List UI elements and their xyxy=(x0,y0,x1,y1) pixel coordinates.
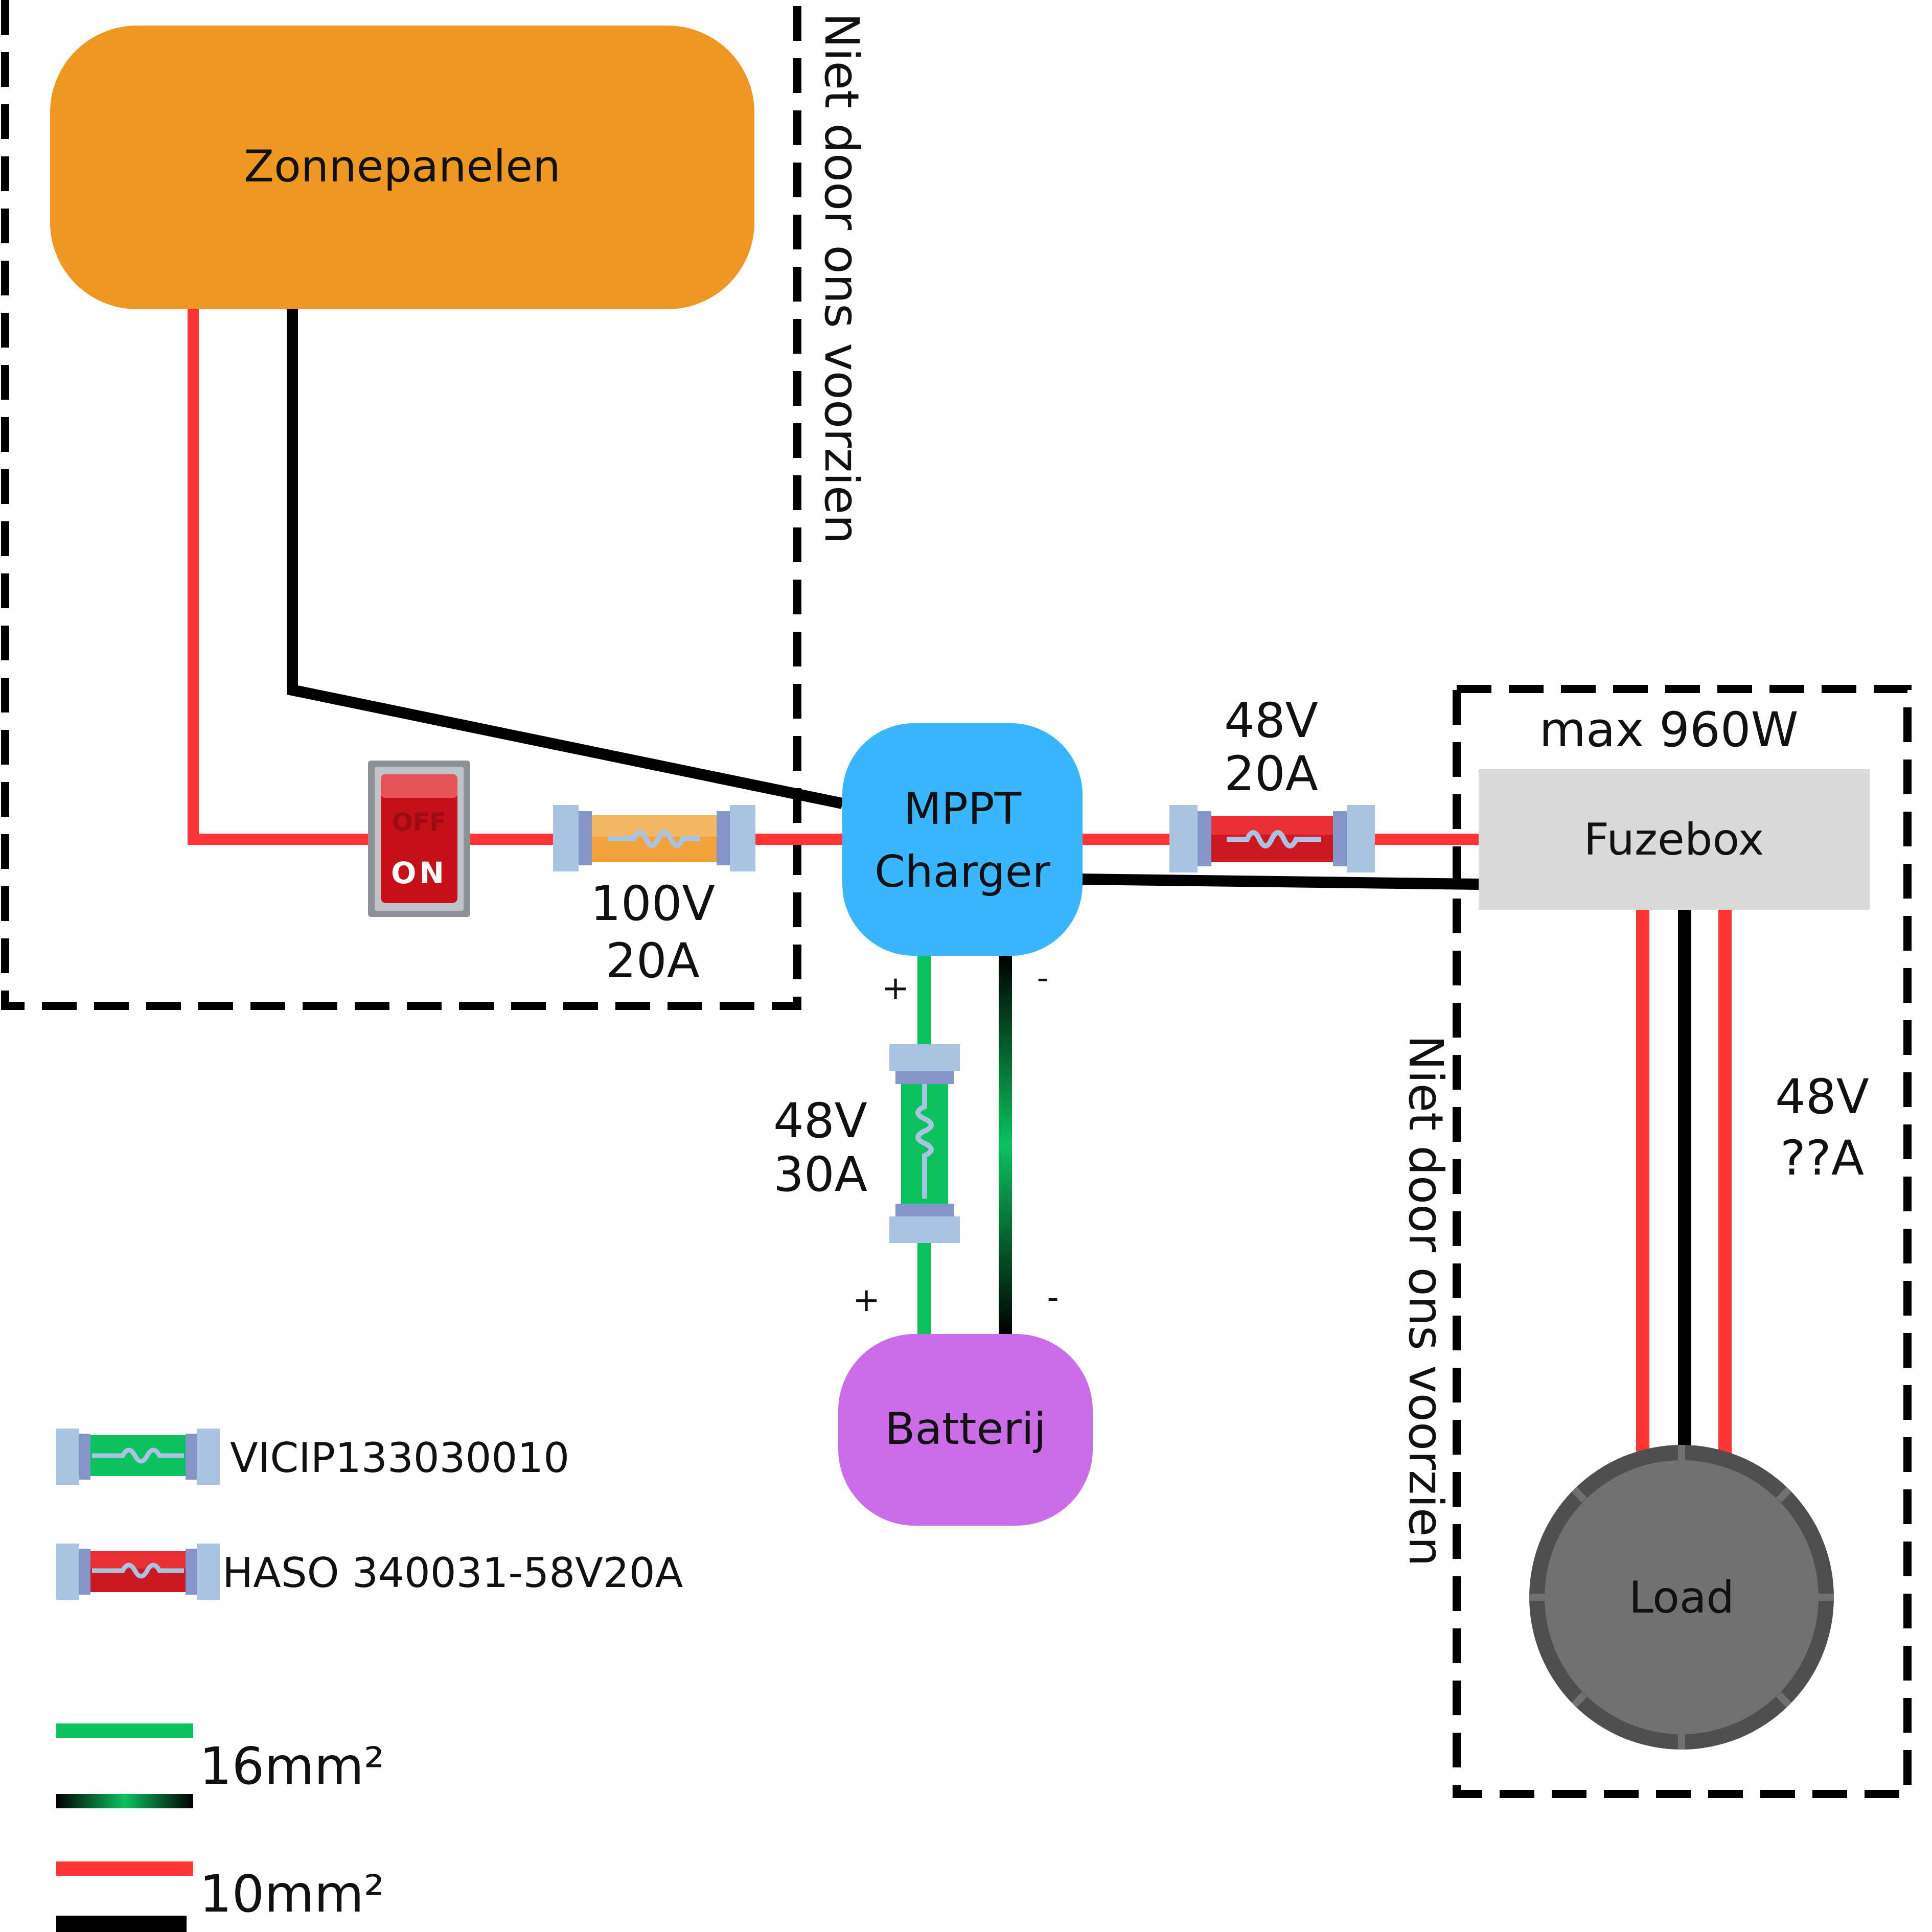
battery-fuse-current: 30A xyxy=(773,1147,867,1203)
mppt-negative-to-fuzebox-wire xyxy=(1078,873,1480,890)
battery-label: Batterij xyxy=(885,1404,1046,1455)
legend: VICIP133030010 HASO 340031-58V20A 16mm² … xyxy=(56,1429,683,1932)
legend-10mm-label: 10mm² xyxy=(199,1864,384,1924)
battery-plus-terminal: + xyxy=(853,1281,880,1319)
legend-green-fuse-label: VICIP133030010 xyxy=(230,1434,569,1482)
right-zone-border xyxy=(1453,685,1912,1798)
solar-fuse-current: 20A xyxy=(606,933,700,989)
right-zone-note: Niet door ons voorzien xyxy=(1398,1035,1453,1567)
mppt-plus-terminal: + xyxy=(882,970,909,1007)
left-zone-border xyxy=(1,0,801,1010)
legend-red-fuse-icon xyxy=(56,1544,220,1600)
solar-fuse-voltage: 100V xyxy=(590,876,715,932)
load-voltage: 48V xyxy=(1775,1069,1869,1125)
battery-fuse xyxy=(889,1044,960,1243)
fuzebox-fuse-current: 20A xyxy=(1224,746,1318,802)
legend-16mm-label: 16mm² xyxy=(199,1736,384,1796)
legend-10mm-negative-swatch xyxy=(56,1916,187,1932)
battery-fuse-voltage: 48V xyxy=(773,1093,867,1149)
off-on-switch: OFF ON xyxy=(368,761,470,917)
solar-panels-label: Zonnepanelen xyxy=(244,141,560,192)
legend-16mm-negative-swatch xyxy=(56,1794,193,1808)
switch-off-label: OFF xyxy=(392,808,446,837)
left-zone-note: Niet door ons voorzien xyxy=(814,13,869,544)
battery-minus-terminal: - xyxy=(1047,1279,1059,1317)
load-current: ??A xyxy=(1780,1131,1864,1186)
legend-16mm-positive-swatch xyxy=(56,1723,193,1738)
solar-panels: Zonnepanelen xyxy=(50,26,754,309)
legend-red-fuse-label: HASO 340031-58V20A xyxy=(222,1549,683,1597)
legend-green-fuse-icon xyxy=(56,1429,220,1485)
fuzebox-label: Fuzebox xyxy=(1584,814,1764,865)
fuzebox-fuse xyxy=(1169,805,1375,872)
battery-negative-wire xyxy=(999,956,1012,1334)
fuzebox-fuse-voltage: 48V xyxy=(1224,693,1318,749)
legend-10mm-positive-swatch xyxy=(56,1861,193,1876)
switch-on-label: ON xyxy=(391,856,447,890)
battery: Batterij xyxy=(838,1334,1093,1526)
load: Load xyxy=(1529,1445,1834,1750)
mppt-charger: MPPT Charger xyxy=(842,723,1083,956)
mppt-minus-terminal: - xyxy=(1037,959,1048,997)
mppt-label-line2: Charger xyxy=(875,846,1051,898)
mppt-label-line1: MPPT xyxy=(904,784,1022,835)
solar-fuse xyxy=(553,805,755,871)
fuzebox: Fuzebox xyxy=(1479,769,1870,910)
max-power-label: max 960W xyxy=(1539,702,1798,758)
load-label: Load xyxy=(1629,1572,1734,1623)
solar-negative-wire xyxy=(287,309,844,809)
